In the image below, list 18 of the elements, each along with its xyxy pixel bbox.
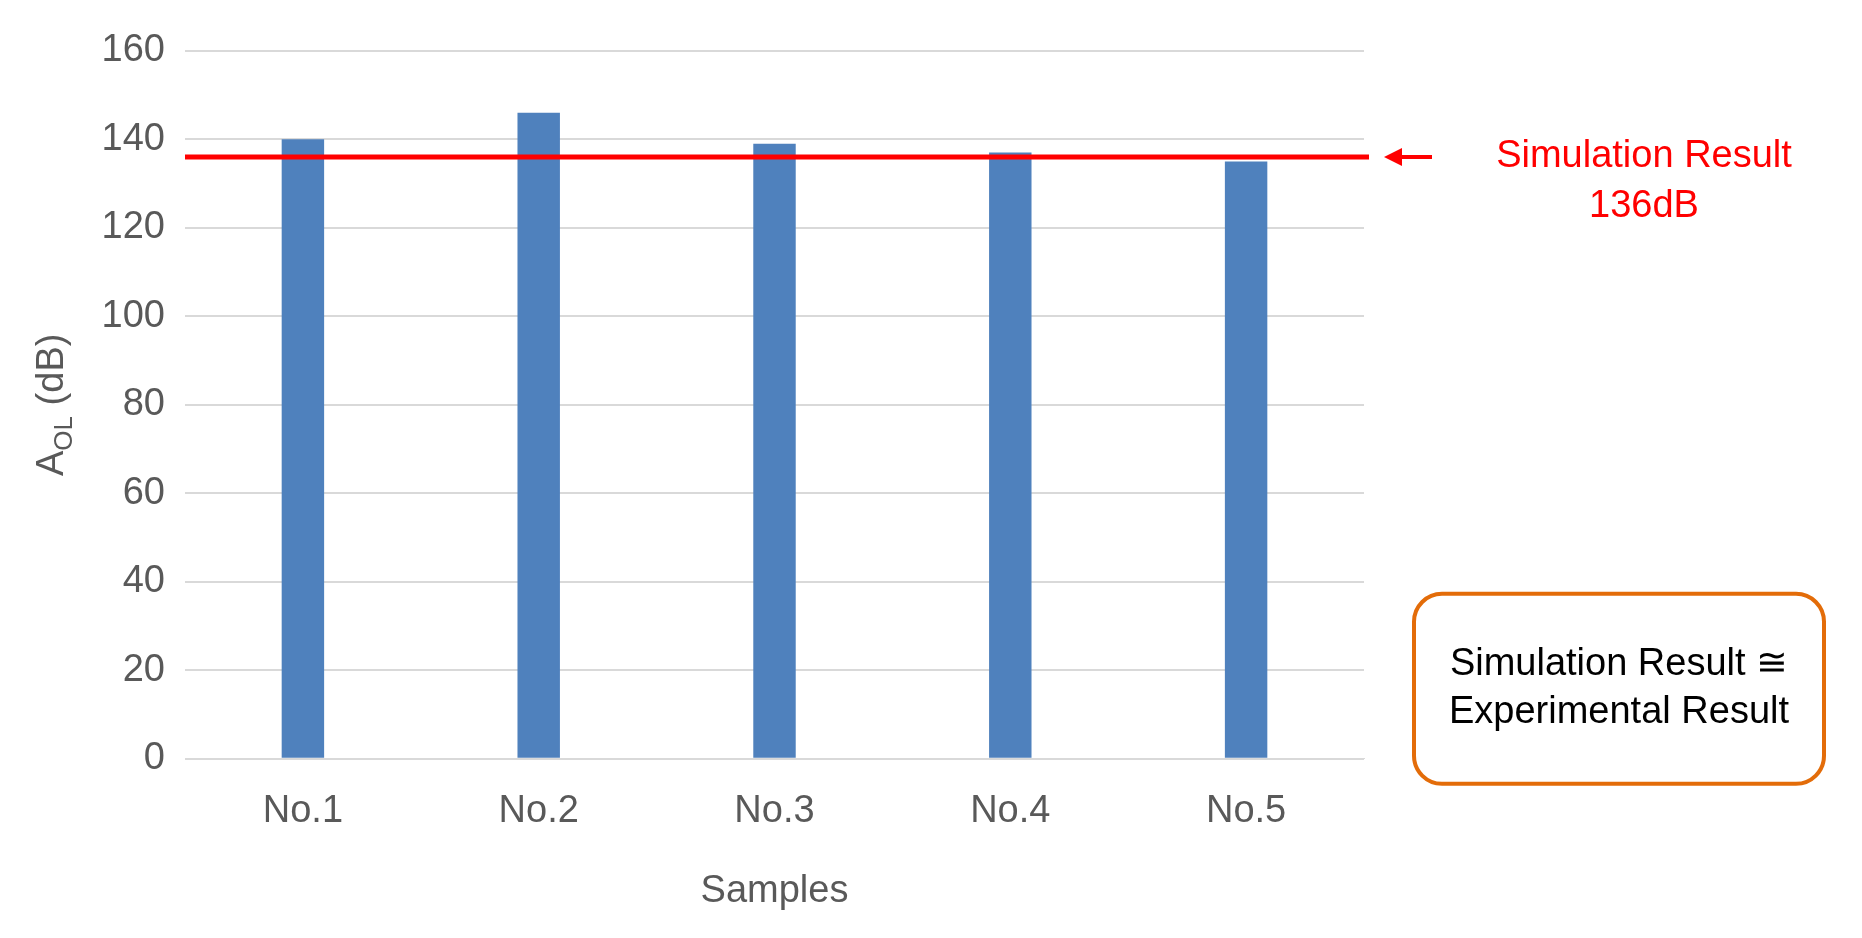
y-tick-label: 60 [122,469,165,512]
x-tick-label: No.5 [1205,788,1287,831]
x-tick-label: No.3 [734,788,815,831]
x-axis-title: Samples [700,867,849,910]
x-tick-label: No.2 [498,788,579,831]
y-tick-label: 140 [101,115,165,158]
y-tick-label: 0 [143,735,165,778]
y-axis-title: AOL (dB) [29,333,79,476]
y-tick-label: 100 [101,292,165,335]
y-tick-label: 120 [101,204,165,247]
x-tick-label: No.1 [262,788,344,831]
y-tick-label: 160 [101,27,165,70]
y-tick-label: 80 [122,381,165,424]
y-tick-label: 20 [122,646,165,689]
text: Simulation Result ≅ Experimental Result [1448,641,1790,732]
ref-line-label: Simulation Result 136dB [1496,133,1793,226]
x-tick-label: No.4 [970,788,1051,831]
y-tick-label: 40 [122,558,165,601]
